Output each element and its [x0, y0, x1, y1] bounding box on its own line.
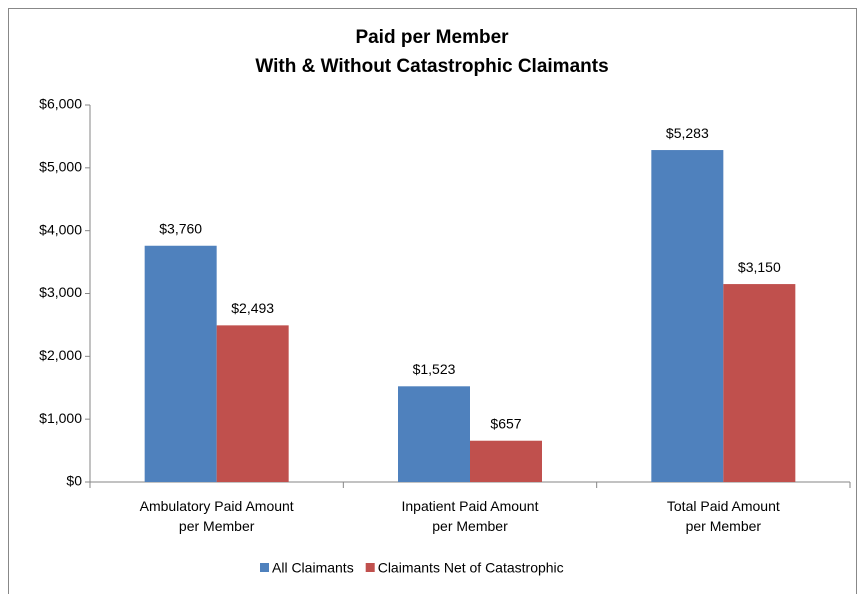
y-tick-label: $0 [66, 473, 82, 489]
bar [398, 386, 470, 482]
chart-subtitle: With & Without Catastrophic Claimants [255, 56, 608, 77]
chart-title: Paid per Member [355, 27, 509, 48]
data-label: $657 [490, 415, 521, 431]
y-tick-label: $2,000 [39, 347, 82, 363]
data-label: $3,150 [738, 259, 781, 275]
legend-label: Claimants Net of Catastrophic [378, 560, 564, 576]
legend-swatch [365, 563, 375, 572]
y-tick-label: $4,000 [39, 221, 82, 237]
data-label: $3,760 [159, 220, 202, 236]
x-tick-label: Total Paid Amount per Member [666, 498, 780, 534]
chart-border [8, 8, 857, 594]
y-tick-label: $5,000 [39, 159, 82, 175]
y-tick-label: $3,000 [39, 284, 82, 300]
bar [651, 150, 724, 482]
bar [216, 325, 289, 482]
x-tick-label: Ambulatory Paid Amount per Member [139, 498, 294, 534]
data-label: $2,493 [231, 300, 274, 316]
x-tick-label: Inpatient Paid Amount per Member [401, 498, 539, 534]
legend-swatch [260, 563, 269, 572]
data-label: $1,523 [413, 361, 456, 377]
legend-label: All Claimants [272, 560, 354, 576]
bar [470, 440, 542, 482]
bar [144, 245, 217, 482]
bar [723, 284, 796, 482]
y-tick-label: $1,000 [39, 410, 82, 426]
y-tick-label: $6,000 [39, 96, 82, 112]
data-label: $5,283 [666, 125, 709, 141]
